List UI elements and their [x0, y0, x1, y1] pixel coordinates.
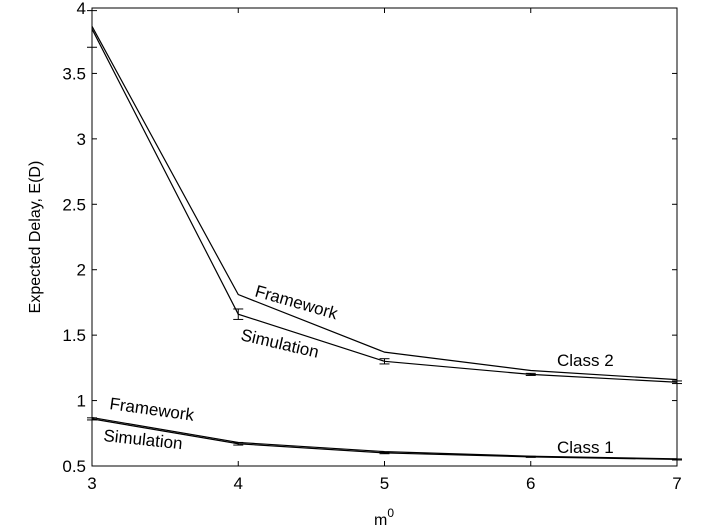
series-lines	[91, 26, 678, 461]
y-tick-label: 3	[77, 130, 86, 149]
x-tick-label: 7	[672, 474, 681, 493]
y-tick-label: 1	[77, 392, 86, 411]
y-tick-label: 2	[77, 261, 86, 280]
x-axis-label: m0	[374, 506, 394, 529]
plot-frame	[91, 7, 678, 467]
error-bar	[379, 451, 390, 455]
y-tick-label: 3.5	[62, 64, 86, 83]
error-bar	[672, 380, 682, 385]
x-tick-label: 4	[234, 474, 243, 493]
error-bar	[525, 455, 536, 458]
error-bar	[233, 308, 244, 320]
error-bar	[87, 417, 97, 421]
annotation-framework-class1: Framework	[108, 394, 195, 425]
x-axis-label-superscript: 0	[387, 506, 394, 520]
y-tick-label: 0.5	[62, 457, 86, 476]
x-tick-label: 3	[87, 474, 96, 493]
error-bar	[672, 458, 682, 461]
series-line-class-2-simulation	[91, 28, 678, 383]
error-bar	[525, 372, 536, 376]
x-tick-label: 5	[380, 474, 389, 493]
y-tick-label: 1.5	[62, 326, 86, 345]
ticks: 3 4 5 6 7 0.5 1 1.5 2 2.5 3 3.5 4	[62, 0, 681, 493]
x-axis-label-base: m	[374, 512, 387, 529]
x-tick-label: 6	[526, 474, 535, 493]
y-axis-label: Expected Delay, E(D)	[27, 161, 44, 314]
annotation-simulation-class2: Simulation	[239, 325, 321, 361]
annotation-class1: Class 1	[557, 438, 614, 457]
error-bar	[233, 441, 244, 446]
annotation-class2: Class 2	[557, 351, 614, 370]
y-tick-label: 2.5	[62, 195, 86, 214]
annotation-simulation-class1: Simulation	[103, 426, 184, 453]
error-bar	[87, 10, 97, 48]
y-tick-label: 4	[77, 0, 86, 18]
error-bars	[87, 10, 682, 461]
series-line-class-2-framework	[91, 26, 678, 381]
error-bar	[379, 358, 390, 365]
series-line-class-1-framework	[91, 416, 678, 460]
